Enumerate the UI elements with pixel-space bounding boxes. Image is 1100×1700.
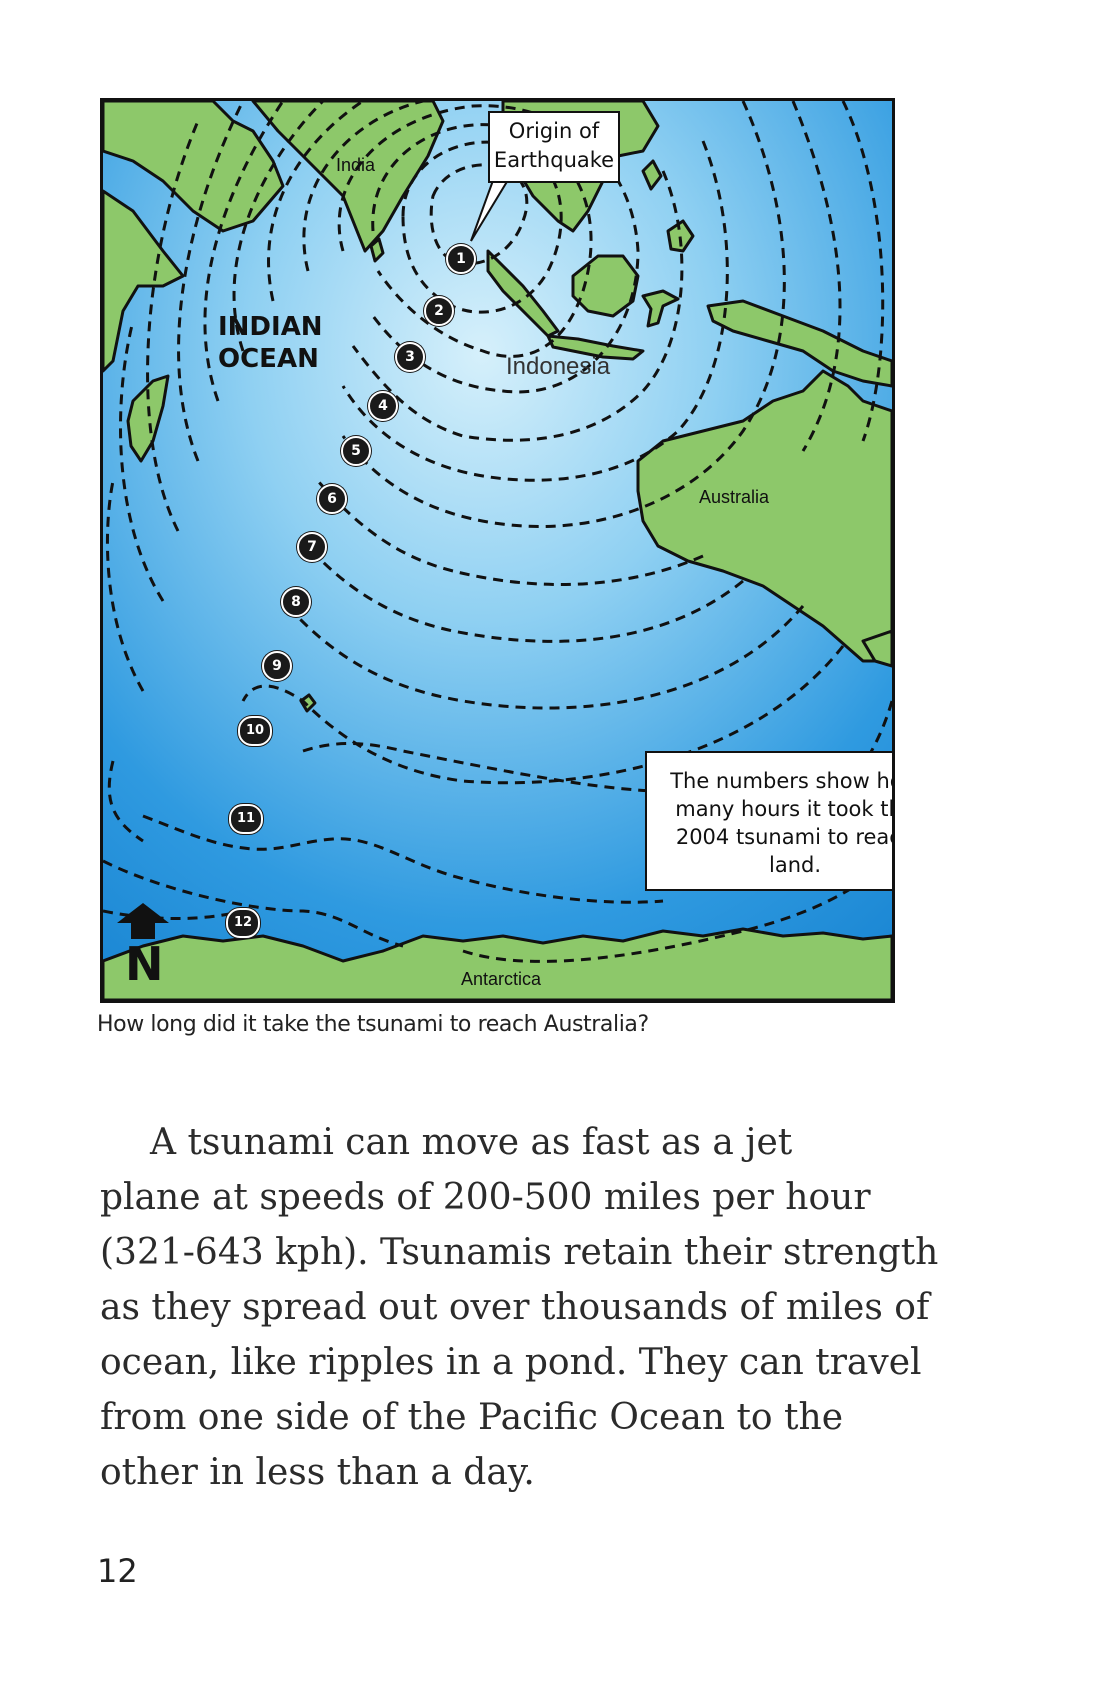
land-africa [103, 189, 185, 373]
paragraph-line: ocean, like ripples in a pond. They can … [100, 1342, 922, 1383]
contour-10 [146, 120, 805, 710]
hour-marker-10: 10 [238, 716, 272, 746]
contour-6 [267, 101, 729, 482]
tsunami-map: India INDIAN OCEAN Indonesia Australia A… [100, 98, 895, 1003]
land-india [251, 101, 445, 253]
land-sulawesi [641, 289, 680, 328]
land-kerguelen [299, 693, 317, 713]
hour-marker-8: 8 [281, 587, 311, 617]
hour-marker-5: 5 [341, 436, 371, 466]
hour-marker-2: 2 [424, 296, 454, 326]
land-antarctica [103, 927, 892, 1000]
indian-ocean-label: INDIAN OCEAN [218, 312, 323, 374]
hour-marker-7: 7 [297, 532, 327, 562]
hour-marker-11: 11 [229, 804, 263, 834]
north-arrow: N [113, 901, 173, 991]
origin-of-earthquake-callout: Origin of Earthquake [488, 111, 620, 183]
map-caption: How long did it take the tsunami to reac… [97, 1012, 649, 1037]
hour-marker-6: 6 [317, 484, 347, 514]
paragraph-line: plane at speeds of 200-500 miles per hou… [100, 1177, 871, 1218]
land-sri-lanka [369, 237, 385, 263]
hour-marker-4: 4 [368, 391, 398, 421]
land-sumatra [486, 249, 560, 338]
map-graphic [103, 101, 892, 1000]
hour-marker-12: 12 [226, 908, 260, 938]
contour-9 [177, 101, 885, 643]
land-small-island-1 [641, 159, 663, 191]
indonesia-label: Indonesia [506, 353, 611, 380]
hour-marker-1: 1 [446, 244, 476, 274]
contour-11 [119, 320, 845, 793]
body-paragraph: A tsunami can move as fast as a jet plan… [100, 1115, 939, 1500]
land-new-guinea [706, 299, 892, 388]
contour-5 [302, 101, 684, 442]
hour-marker-9: 9 [262, 651, 292, 681]
land-java [546, 334, 645, 361]
paragraph-line: from one side of the Pacific Ocean to th… [100, 1397, 843, 1438]
contour-7 [232, 101, 786, 529]
north-arrow-icon [117, 903, 169, 939]
landmasses [103, 101, 892, 1000]
contour-2 [401, 140, 563, 314]
contour-3 [371, 123, 593, 358]
north-letter: N [125, 937, 164, 991]
contour-8 [203, 101, 842, 586]
antarctica-label: Antarctica [461, 969, 542, 989]
hours-explanation-note: The numbers show how many hours it took … [645, 751, 892, 891]
paragraph-line: (321-643 kph). Tsunamis retain their str… [100, 1232, 939, 1273]
hour-marker-3: 3 [395, 342, 425, 372]
paragraph-line: other in less than a day. [100, 1452, 535, 1493]
contour-4 [337, 104, 640, 394]
contour-1 [429, 163, 529, 266]
india-label: India [336, 155, 376, 175]
paragraph-line: as they spread out over thousands of mil… [100, 1287, 930, 1328]
land-arabia [103, 101, 285, 233]
page-number: 12 [97, 1552, 138, 1590]
australia-label: Australia [699, 487, 770, 507]
land-new-zealand-edge [861, 629, 892, 668]
land-philippines [666, 219, 695, 253]
paragraph-line: A tsunami can move as fast as a jet [150, 1122, 793, 1163]
